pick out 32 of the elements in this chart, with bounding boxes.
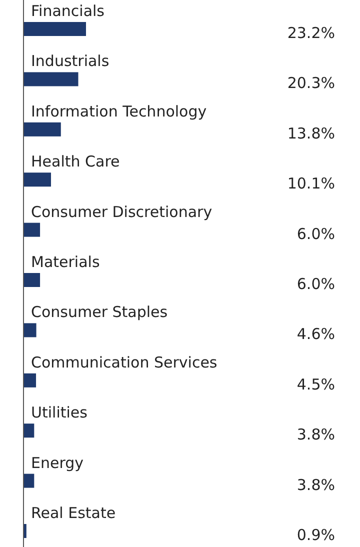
y-tick-label: Real Estate <box>31 504 116 522</box>
y-tick-label: Consumer Discretionary <box>31 202 212 221</box>
y-tick-label: Utilities <box>31 404 88 422</box>
y-tick-label: Energy <box>31 454 84 472</box>
y-tick-label: Consumer Staples <box>31 303 168 322</box>
bar <box>24 323 36 338</box>
data-label: 3.8% <box>296 476 335 494</box>
data-label: 3.8% <box>296 426 335 444</box>
data-label: 20.3% <box>287 74 335 92</box>
y-tick-label: Information Technology <box>31 102 207 120</box>
y-tick-label: Health Care <box>31 152 120 171</box>
y-tick-label: Industrials <box>31 52 110 70</box>
bar <box>24 474 34 488</box>
data-label: 10.1% <box>287 174 335 193</box>
y-tick-label: Financials <box>31 2 105 20</box>
bar <box>24 22 86 36</box>
bar <box>24 72 78 86</box>
data-label: 0.9% <box>296 526 335 544</box>
data-label: 6.0% <box>296 224 335 243</box>
data-label: 23.2% <box>287 24 335 42</box>
bar <box>24 122 61 136</box>
bar <box>24 172 51 187</box>
bar <box>24 373 36 388</box>
bar <box>24 273 40 287</box>
y-tick-label: Communication Services <box>31 353 218 372</box>
data-label: 4.5% <box>296 375 335 394</box>
bar <box>24 222 40 237</box>
y-tick-label: Materials <box>31 253 100 271</box>
data-label: 6.0% <box>296 275 335 293</box>
bar <box>24 424 34 438</box>
data-label: 4.6% <box>296 325 335 344</box>
data-label: 13.8% <box>287 124 335 142</box>
